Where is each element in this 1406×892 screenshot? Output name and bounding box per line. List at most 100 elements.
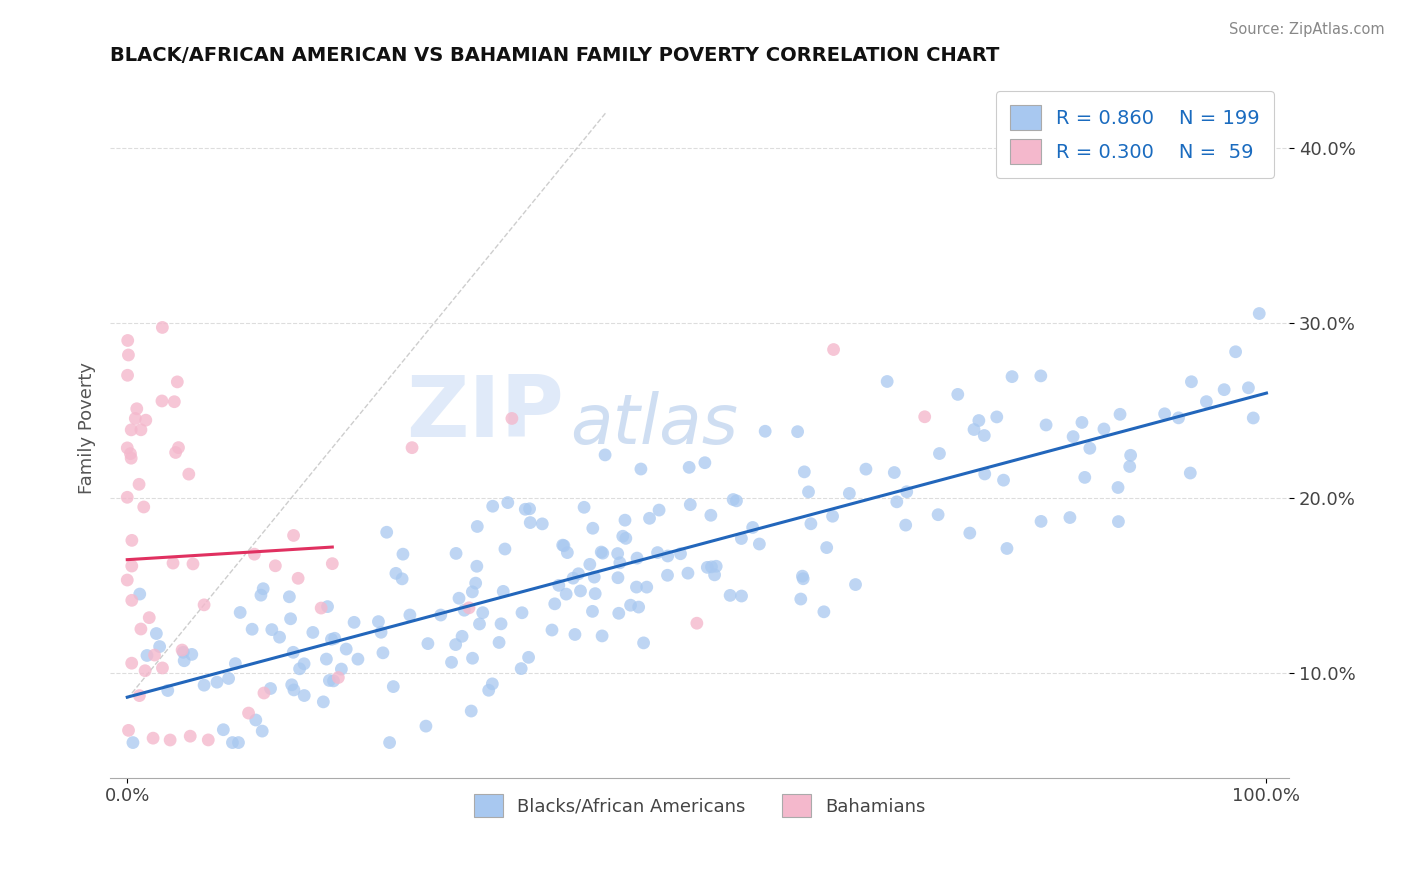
Point [465,559,488,574]
Point [963,423,986,437]
Point [1092,422,1115,436]
Point [150,320,173,334]
Point [510,606,533,620]
Point [465,519,488,533]
Point [510,662,533,676]
Point [1071,416,1094,430]
Point [301,805,323,820]
Point [343,615,366,630]
Point [754,424,776,438]
Point [193,678,215,692]
Point [928,446,950,460]
Point [461,651,484,665]
Point [464,576,486,591]
Point [517,650,540,665]
Point [591,629,613,643]
Point [1029,368,1052,383]
Point [243,547,266,561]
Point [1195,394,1218,409]
Point [973,467,995,481]
Point [748,537,770,551]
Point [578,558,600,572]
Point [451,629,474,643]
Point [321,557,343,571]
Point [416,637,439,651]
Point [555,587,578,601]
Point [323,632,346,646]
Point [392,547,415,561]
Point [429,608,451,623]
Point [283,528,305,542]
Point [494,541,516,556]
Point [704,559,727,574]
Point [786,425,808,439]
Point [371,646,394,660]
Point [444,546,467,560]
Point [229,606,252,620]
Point [121,593,143,607]
Point [678,460,700,475]
Point [790,592,813,607]
Point [218,672,240,686]
Point [813,605,835,619]
Point [1180,375,1202,389]
Point [541,623,564,637]
Point [385,566,408,581]
Point [163,394,186,409]
Point [700,508,723,523]
Point [876,375,898,389]
Point [318,673,340,688]
Point [583,570,606,584]
Y-axis label: Family Poverty: Family Poverty [79,362,96,494]
Point [142,731,165,746]
Point [193,598,215,612]
Point [288,662,311,676]
Point [896,484,918,499]
Point [583,587,606,601]
Point [1167,410,1189,425]
Point [415,719,437,733]
Point [159,733,181,747]
Point [973,428,995,442]
Point [730,589,752,603]
Point [501,411,523,425]
Point [927,508,949,522]
Point [800,516,823,531]
Point [173,654,195,668]
Point [252,582,274,596]
Point [458,600,481,615]
Point [551,538,574,552]
Point [321,632,343,647]
Point [519,501,541,516]
Point [132,500,155,514]
Point [315,652,337,666]
Point [844,577,866,591]
Point [264,558,287,573]
Point [547,578,569,592]
Point [328,671,350,685]
Point [444,638,467,652]
Point [382,680,405,694]
Point [375,525,398,540]
Point [894,518,917,533]
Point [197,733,219,747]
Point [478,683,501,698]
Point [647,545,669,559]
Point [134,664,156,678]
Point [1107,515,1129,529]
Point [626,551,648,566]
Point [283,645,305,659]
Point [1118,459,1140,474]
Point [614,532,637,546]
Point [569,583,592,598]
Point [626,580,648,594]
Point [312,695,335,709]
Point [567,566,589,581]
Point [562,571,585,585]
Point [135,413,157,427]
Point [1153,407,1175,421]
Point [167,441,190,455]
Text: BLACK/AFRICAN AMERICAN VS BAHAMIAN FAMILY POVERTY CORRELATION CHART: BLACK/AFRICAN AMERICAN VS BAHAMIAN FAMIL… [110,46,1000,65]
Point [117,441,139,455]
Point [287,571,309,585]
